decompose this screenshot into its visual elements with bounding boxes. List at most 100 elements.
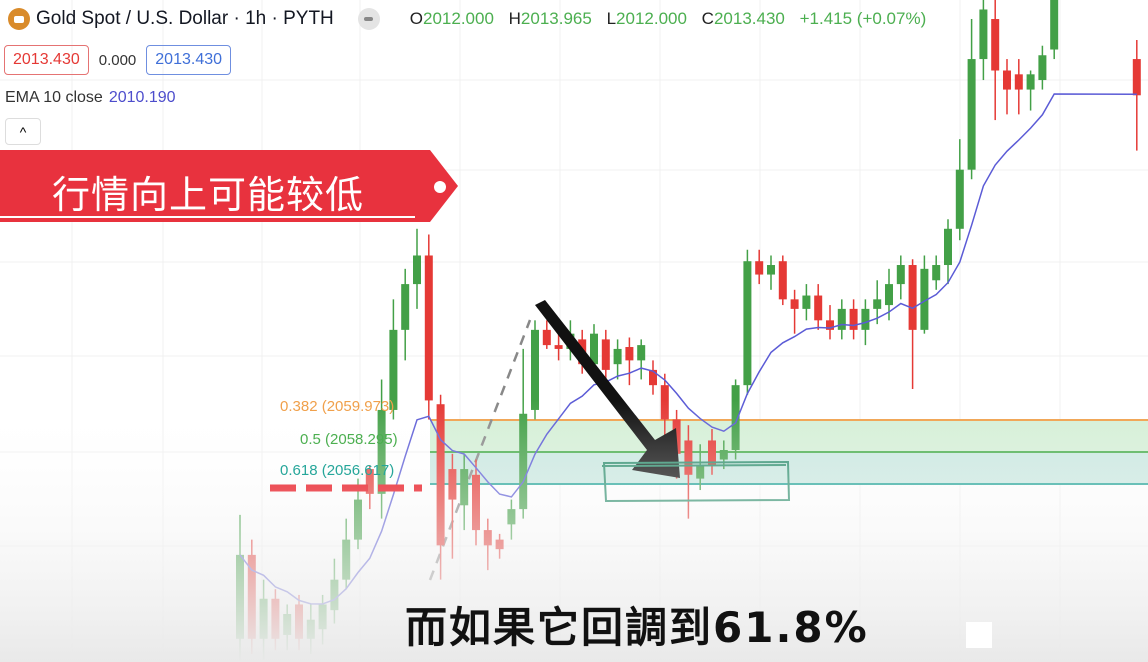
symbol-header: Gold Spot / U.S. Dollar · 1h · PYTH O201… [8, 8, 936, 30]
candle [637, 339, 646, 380]
candle-body [826, 320, 834, 330]
candle-body [778, 261, 787, 300]
subtitle-caption: 而如果它回調到61.8% [405, 603, 869, 652]
candle [873, 280, 882, 325]
candle-body [1003, 70, 1011, 90]
candle-body [755, 261, 764, 275]
candle-body [861, 308, 870, 330]
white-square [966, 622, 992, 648]
banner-text: 行情向上可能较低 [52, 173, 365, 217]
candle [424, 234, 433, 420]
candle-body [767, 265, 775, 275]
candle-body [649, 369, 657, 386]
fib-label-0618: 0.618 (2056.617) [280, 462, 395, 479]
candle-body [590, 333, 598, 365]
candle [967, 19, 976, 180]
candle-body [944, 228, 952, 266]
candle [1003, 59, 1011, 115]
candle-body [837, 308, 846, 330]
candle [896, 255, 905, 300]
buy-button[interactable]: 2013.430 [146, 45, 232, 75]
candle [802, 284, 811, 321]
candle [767, 255, 775, 290]
candle-body [542, 329, 551, 346]
candle [1038, 45, 1047, 90]
candle-body [401, 284, 410, 330]
candle [1014, 59, 1023, 115]
ema-legend[interactable]: EMA 10 close 2010.190 [5, 89, 176, 106]
candle-body [896, 265, 905, 285]
candle [955, 139, 964, 241]
candle-body [413, 255, 421, 285]
banner-dot-icon [434, 181, 446, 193]
candle-body [389, 329, 398, 410]
candle [625, 337, 634, 386]
candle [908, 259, 917, 389]
candle-body [1132, 59, 1141, 96]
candle-body [601, 339, 610, 370]
candle-body [1038, 55, 1047, 81]
sell-button[interactable]: 2013.430 [4, 45, 89, 75]
candle [849, 299, 858, 340]
candle [826, 305, 834, 340]
candle [590, 324, 598, 370]
candle-body [885, 284, 893, 306]
candle-body [1050, 0, 1059, 50]
candle-body [873, 299, 882, 309]
candle-body [979, 9, 988, 60]
candle [649, 360, 657, 395]
ohlc-values: O2012.000 H2013.965 L2012.000 C2013.430 … [409, 9, 927, 28]
candle [1132, 39, 1141, 151]
candle-body [802, 295, 811, 309]
candle [542, 320, 551, 349]
candle [837, 299, 846, 340]
fib-label-05: 0.5 (2058.295) [300, 431, 398, 448]
candle [413, 228, 421, 309]
candle [979, 0, 988, 81]
candle [1050, 0, 1059, 60]
change-value: +1.415 (+0.07%) [799, 9, 927, 28]
candle-body [908, 265, 917, 330]
candle-body [743, 261, 752, 386]
collapse-legend-button[interactable]: ^ [5, 118, 41, 145]
candle [743, 249, 752, 395]
candle [401, 268, 410, 361]
spread-value: 0.000 [98, 51, 137, 69]
candle-body [849, 308, 858, 330]
candle-body [637, 345, 646, 361]
candle-body [1026, 74, 1035, 90]
candle [601, 329, 610, 380]
candle-body [790, 299, 799, 309]
candle [991, 0, 1000, 121]
candle [1026, 70, 1035, 111]
candle-body [920, 268, 929, 330]
candle-body [967, 59, 976, 170]
candle [778, 255, 787, 306]
collapse-minus-icon[interactable] [357, 8, 380, 30]
candle [944, 219, 952, 285]
candle-body [814, 295, 823, 321]
chevron-up-icon: ^ [19, 123, 27, 140]
candle-body [424, 255, 433, 401]
symbol-title[interactable]: Gold Spot / U.S. Dollar · 1h · PYTH [36, 8, 334, 29]
candle [613, 339, 622, 380]
gold-logo-icon [8, 8, 30, 30]
candle-body [625, 347, 634, 361]
title-banner: 行情向上可能较低 [0, 150, 458, 222]
candle [790, 289, 799, 334]
candle-body [932, 265, 941, 281]
candle-body [531, 329, 539, 410]
candle [932, 255, 941, 290]
candle-body [991, 19, 1000, 71]
candle-body [1014, 74, 1023, 90]
candle-body [613, 348, 622, 365]
candle [814, 284, 823, 330]
candle-body [554, 345, 563, 349]
fib-label-0382: 0.382 (2059.973) [280, 398, 395, 415]
vignette [0, 400, 1148, 662]
candle [389, 299, 398, 420]
candle [755, 249, 764, 285]
candle [920, 255, 929, 334]
banner-underline [0, 216, 415, 218]
